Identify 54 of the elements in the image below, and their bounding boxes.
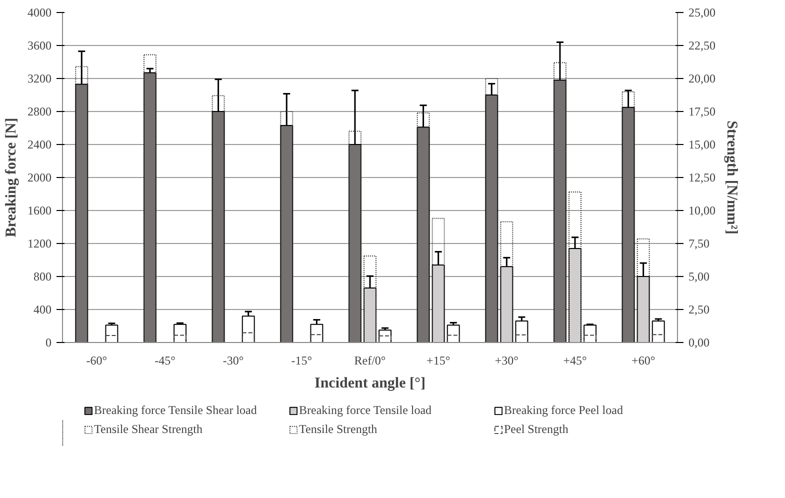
x-tick-label: -60°: [86, 354, 108, 368]
y-tick-label: 1200: [28, 236, 52, 250]
x-tick-label: +30°: [494, 354, 519, 368]
y-axis-title: Breaking force [N]: [4, 118, 20, 238]
y-tick-label: 2000: [28, 170, 52, 184]
y-tick-label: 2800: [28, 104, 52, 118]
y2-tick-label: 7,50: [688, 236, 710, 250]
y-tick-label: 0: [46, 336, 52, 350]
x-tick-label: +45°: [563, 354, 587, 368]
bar: [378, 330, 392, 342]
legend-label: Tensile Shear Strength: [94, 422, 204, 437]
y2-tick-label: 22,50: [688, 38, 716, 52]
y2-tick-label: 25,00: [688, 6, 716, 20]
bar: [568, 192, 582, 342]
bar: [584, 324, 597, 342]
y2-tick-label: 15,00: [688, 138, 716, 152]
x-axis-title: Incident angle [°]: [314, 376, 426, 392]
y2-tick-label: 2,50: [688, 302, 710, 316]
x-tick-label: +60°: [632, 354, 656, 368]
y-tick-label: 3200: [28, 72, 52, 86]
bar: [105, 324, 118, 342]
y2-tick-label: 17,50: [688, 104, 716, 118]
legend-label: Tensile Strength: [299, 422, 378, 437]
legend-label: Breaking force Peel load: [504, 403, 624, 418]
y2-axis-title: Strength [N/mm²]: [724, 120, 740, 234]
y2-tick-label: 5,00: [688, 270, 710, 284]
y-tick-label: 1600: [28, 204, 52, 218]
bar: [652, 320, 665, 342]
bar: [515, 320, 528, 342]
legend-label: Breaking force Tensile load: [299, 403, 433, 418]
bar: [446, 324, 460, 342]
legend-label: Breaking force Tensile Shear load: [94, 403, 258, 418]
y2-tick-label: 0,00: [688, 336, 710, 350]
bar: [364, 256, 376, 342]
bar: [636, 238, 650, 342]
bar: [174, 324, 187, 342]
x-tick-label: -45°: [154, 354, 176, 368]
bar: [310, 324, 324, 342]
y-tick-label: 2400: [28, 138, 52, 152]
x-tick-label: -30°: [222, 354, 244, 368]
x-tick-label: -15°: [291, 354, 312, 368]
y2-tick-label: 20,00: [688, 72, 716, 86]
y2-tick-label: 10,00: [688, 204, 716, 218]
x-tick-label: +15°: [426, 354, 450, 368]
bar: [500, 221, 514, 342]
y-tick-label: 4000: [28, 6, 52, 20]
y2-tick-label: 12,50: [688, 170, 716, 184]
y-tick-label: 400: [34, 302, 52, 316]
x-tick-label: Ref/0°: [354, 354, 386, 368]
bar: [242, 316, 255, 342]
legend-label: Peel Strength: [504, 422, 570, 437]
y-tick-label: 3600: [28, 38, 52, 52]
y-tick-label: 800: [34, 270, 52, 284]
bar: [432, 218, 445, 342]
